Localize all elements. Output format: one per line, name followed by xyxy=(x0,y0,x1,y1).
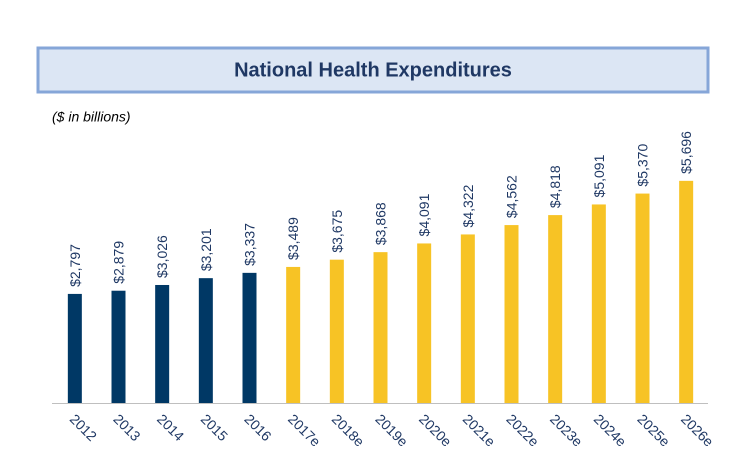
value-label: $4,091 xyxy=(416,193,432,236)
x-tick-label: 2013 xyxy=(110,411,143,444)
x-tick-label: 2017e xyxy=(285,411,324,450)
x-tick-label: 2025e xyxy=(634,411,673,450)
value-label: $3,675 xyxy=(329,210,345,253)
x-tick-label: 2016 xyxy=(241,411,274,444)
value-label: $3,026 xyxy=(154,235,170,278)
bar xyxy=(417,243,432,403)
x-tick-label: 2012 xyxy=(67,411,100,444)
value-label: $3,201 xyxy=(198,228,214,271)
x-tick-label: 2015 xyxy=(198,411,231,444)
value-label: $5,091 xyxy=(591,154,607,197)
value-label: $2,879 xyxy=(111,241,127,284)
bar xyxy=(591,204,606,403)
value-label: $3,489 xyxy=(285,217,301,260)
bar xyxy=(635,193,650,403)
value-label: $2,797 xyxy=(67,244,83,287)
chart-subtitle: ($ in billions) xyxy=(52,109,131,125)
x-tick-label: 2024e xyxy=(591,411,630,450)
x-tick-label: 2014 xyxy=(154,411,187,444)
bar xyxy=(329,259,344,403)
bar xyxy=(373,252,388,403)
x-tick-label: 2023e xyxy=(547,411,586,450)
bar xyxy=(504,225,519,403)
x-tick-label: 2021e xyxy=(460,411,499,450)
bar xyxy=(548,215,563,403)
bar xyxy=(679,180,694,403)
x-tick-label: 2019e xyxy=(372,411,411,450)
bar xyxy=(198,278,213,403)
value-label: $4,818 xyxy=(547,165,563,208)
bar xyxy=(67,293,82,403)
x-tick-label: 2018e xyxy=(329,411,368,450)
title-box xyxy=(36,46,710,94)
x-tick-label: 2026e xyxy=(678,411,717,450)
bar xyxy=(111,290,126,403)
bar xyxy=(286,266,301,403)
value-label: $4,562 xyxy=(504,175,520,218)
value-label: $4,322 xyxy=(460,184,476,227)
value-label: $5,370 xyxy=(635,144,651,187)
bar xyxy=(155,284,170,403)
value-label: $3,868 xyxy=(373,202,389,245)
x-tick-label: 2020e xyxy=(416,411,455,450)
bar xyxy=(460,234,475,403)
value-label: $3,337 xyxy=(242,223,258,266)
bar xyxy=(242,272,257,403)
chart-title: National Health Expenditures xyxy=(234,59,512,81)
value-label: $5,696 xyxy=(678,131,694,174)
x-tick-label: 2022e xyxy=(503,411,542,450)
